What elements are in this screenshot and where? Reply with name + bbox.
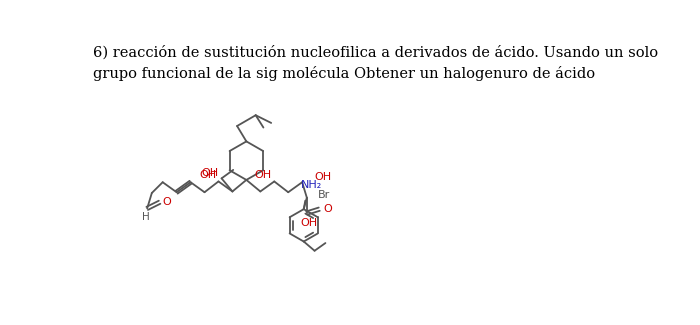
Text: OH: OH: [255, 170, 272, 179]
Text: 6) reacción de sustitución nucleofilica a derivados de ácido. Usando un solo
gru: 6) reacción de sustitución nucleofilica …: [93, 45, 658, 81]
Text: H: H: [141, 212, 150, 222]
Text: Br: Br: [318, 190, 330, 200]
Text: OH: OH: [300, 218, 318, 228]
Text: OH: OH: [199, 170, 216, 179]
Text: O: O: [323, 204, 332, 214]
Text: O: O: [162, 197, 172, 207]
Text: OH: OH: [202, 168, 218, 178]
Text: OH: OH: [314, 172, 332, 182]
Text: NH₂: NH₂: [300, 179, 322, 189]
